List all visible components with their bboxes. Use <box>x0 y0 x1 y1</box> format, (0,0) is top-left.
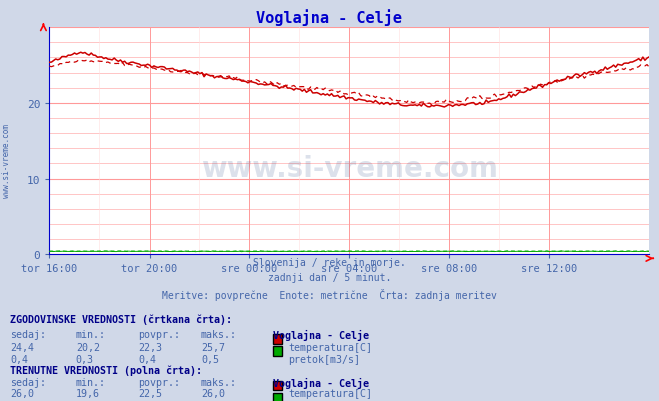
Text: zadnji dan / 5 minut.: zadnji dan / 5 minut. <box>268 273 391 283</box>
Text: temperatura[C]: temperatura[C] <box>288 388 372 398</box>
Text: maks.:: maks.: <box>201 330 237 340</box>
Text: 24,4: 24,4 <box>10 342 34 352</box>
Text: maks.:: maks.: <box>201 377 237 387</box>
Text: min.:: min.: <box>76 377 106 387</box>
Text: 0,4: 0,4 <box>10 354 28 364</box>
Text: pretok[m3/s]: pretok[m3/s] <box>288 354 360 364</box>
Text: www.si-vreme.com: www.si-vreme.com <box>201 154 498 182</box>
Text: Voglajna - Celje: Voglajna - Celje <box>273 377 370 388</box>
Text: 22,3: 22,3 <box>138 342 162 352</box>
Text: 19,6: 19,6 <box>76 388 100 398</box>
Text: povpr.:: povpr.: <box>138 377 181 387</box>
Text: 0,4: 0,4 <box>10 400 28 401</box>
Text: pretok[m3/s]: pretok[m3/s] <box>288 400 360 401</box>
Text: 25,7: 25,7 <box>201 342 225 352</box>
Text: 0,3: 0,3 <box>138 400 156 401</box>
Text: min.:: min.: <box>76 330 106 340</box>
Text: temperatura[C]: temperatura[C] <box>288 342 372 352</box>
Text: 0,5: 0,5 <box>201 354 219 364</box>
Text: 20,2: 20,2 <box>76 342 100 352</box>
Text: 0,4: 0,4 <box>138 354 156 364</box>
Text: Voglajna - Celje: Voglajna - Celje <box>273 330 370 340</box>
Text: Voglajna - Celje: Voglajna - Celje <box>256 9 403 26</box>
Text: Slovenija / reke in morje.: Slovenija / reke in morje. <box>253 257 406 267</box>
Text: povpr.:: povpr.: <box>138 330 181 340</box>
Text: ZGODOVINSKE VREDNOSTI (črtkana črta):: ZGODOVINSKE VREDNOSTI (črtkana črta): <box>10 314 232 324</box>
Text: 0,4: 0,4 <box>201 400 219 401</box>
Text: 26,0: 26,0 <box>10 388 34 398</box>
Text: 22,5: 22,5 <box>138 388 162 398</box>
Text: www.si-vreme.com: www.si-vreme.com <box>2 124 11 197</box>
Text: 0,3: 0,3 <box>76 400 94 401</box>
Text: 26,0: 26,0 <box>201 388 225 398</box>
Text: Meritve: povprečne  Enote: metrične  Črta: zadnja meritev: Meritve: povprečne Enote: metrične Črta:… <box>162 288 497 300</box>
Text: sedaj:: sedaj: <box>10 330 46 340</box>
Text: sedaj:: sedaj: <box>10 377 46 387</box>
Text: 0,3: 0,3 <box>76 354 94 364</box>
Text: TRENUTNE VREDNOSTI (polna črta):: TRENUTNE VREDNOSTI (polna črta): <box>10 365 202 375</box>
